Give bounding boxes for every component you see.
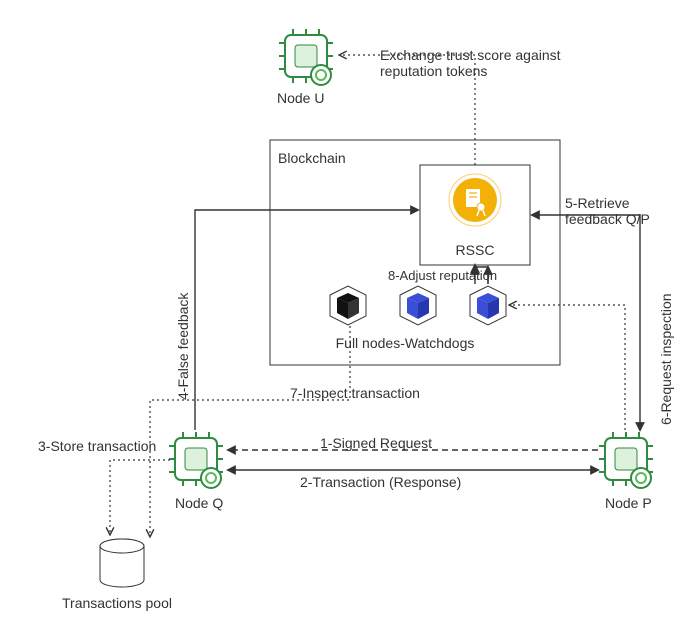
blockchain-label: Blockchain — [278, 150, 346, 166]
watchdogs-label: Full nodes-Watchdogs — [300, 335, 510, 351]
node-q-chip — [169, 432, 223, 488]
transactions-pool-icon — [100, 539, 144, 587]
edge-7-label: 7-Inspect transaction — [290, 385, 420, 401]
node-p-chip — [599, 432, 653, 488]
edge-3-label: 3-Store transaction — [38, 438, 156, 454]
edge-3 — [110, 460, 170, 534]
edge-1-label: 1-Signed Request — [320, 435, 432, 451]
edge-6-label: 6-Request inspection — [658, 293, 674, 425]
pool-label: Transactions pool — [62, 595, 172, 611]
node-q-label: Node Q — [175, 495, 223, 511]
node-p-label: Node P — [605, 495, 652, 511]
edge-exchange-label: Exchange trust score against reputation … — [380, 47, 620, 79]
node-u-label: Node U — [277, 90, 324, 106]
diagram-canvas — [0, 0, 685, 623]
node-u-chip — [279, 29, 333, 85]
watchdog-cube-3 — [470, 286, 506, 325]
edge-5-label: 5-Retrieve feedback Q/P — [565, 195, 685, 227]
watchdog-cube-1 — [330, 286, 366, 325]
edge-8-label: 8-Adjust reputation — [388, 268, 497, 283]
watchdog-cube-2 — [400, 286, 436, 325]
rssc-label: RSSC — [420, 242, 530, 258]
edge-2-label: 2-Transaction (Response) — [300, 474, 461, 490]
edge-4-label: 4-False feedback — [175, 293, 191, 400]
